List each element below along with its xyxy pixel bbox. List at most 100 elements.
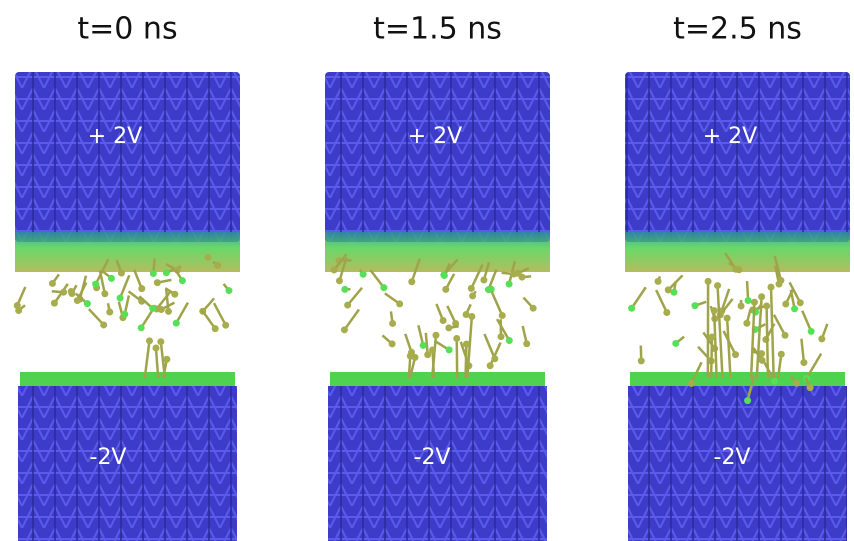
atom — [523, 340, 530, 347]
atom — [441, 272, 448, 279]
atom — [420, 342, 427, 349]
bond — [202, 310, 216, 329]
top-electrode — [15, 72, 240, 242]
bond — [727, 318, 730, 378]
atom — [758, 293, 765, 300]
atom — [432, 332, 439, 339]
atom — [74, 297, 81, 304]
atom — [380, 284, 387, 291]
atom — [152, 344, 159, 351]
atom — [60, 289, 67, 296]
bond — [344, 310, 359, 330]
atom — [797, 299, 804, 306]
bond — [176, 303, 188, 323]
atom — [212, 325, 219, 332]
top-interface — [15, 232, 240, 272]
bond — [771, 287, 774, 378]
atom — [530, 305, 537, 312]
bond — [801, 339, 803, 363]
bond — [433, 350, 434, 378]
atom — [453, 335, 460, 342]
bond — [632, 287, 646, 308]
atom — [165, 308, 172, 315]
atom — [763, 302, 770, 309]
atom — [49, 280, 56, 287]
panel: t=0 ns + 2V -2V — [14, 12, 240, 541]
atom — [711, 307, 718, 314]
top-interface — [625, 232, 850, 272]
atom — [146, 337, 153, 344]
atom — [163, 356, 170, 363]
bond — [214, 303, 226, 325]
atom — [100, 321, 107, 328]
bond — [656, 290, 667, 312]
figure: t=0 ns + 2V -2V t=1.5 ns + 2V -2V t=2.5 ns + 2V… — [0, 0, 854, 541]
atom — [782, 301, 789, 308]
bottom-voltage-label: -2V — [90, 445, 127, 470]
atom — [691, 302, 698, 309]
atom — [480, 277, 487, 284]
atom — [497, 333, 504, 340]
atom — [84, 300, 91, 307]
atom — [106, 309, 113, 316]
atom — [225, 287, 232, 294]
atom — [173, 320, 180, 327]
atom — [14, 302, 21, 309]
atom — [732, 351, 739, 358]
atom — [331, 266, 338, 273]
atom — [743, 320, 750, 327]
atom — [138, 285, 145, 292]
top-interface — [325, 232, 550, 272]
atom — [138, 324, 145, 331]
atom — [808, 328, 815, 335]
atom — [214, 262, 221, 269]
top-voltage-label: + 2V — [88, 124, 142, 149]
atom — [793, 380, 800, 387]
atom — [468, 313, 475, 320]
atom — [445, 324, 452, 331]
bottom-voltage-label: -2V — [414, 445, 451, 470]
atom — [638, 357, 645, 364]
atom — [150, 270, 157, 277]
atom — [738, 303, 745, 310]
panel-title: t=2.5 ns — [673, 12, 802, 47]
panel-title: t=1.5 ns — [373, 12, 502, 47]
atom — [179, 277, 186, 284]
top-electrode — [625, 72, 850, 242]
bond — [492, 291, 503, 315]
atom — [714, 282, 721, 289]
atom — [506, 337, 513, 344]
atom — [468, 285, 475, 292]
atom — [157, 338, 164, 345]
atom — [446, 346, 453, 353]
atom — [724, 315, 731, 322]
atom — [108, 275, 115, 282]
atom — [663, 309, 670, 316]
atom — [442, 286, 449, 293]
atom — [655, 278, 662, 285]
atom — [389, 320, 396, 327]
top-voltage-label: + 2V — [703, 124, 757, 149]
atom — [628, 305, 635, 312]
atom — [149, 305, 156, 312]
bond — [767, 306, 768, 378]
atom — [336, 277, 343, 284]
bond — [120, 275, 129, 298]
atom — [205, 254, 212, 261]
atom — [158, 306, 165, 313]
atom — [672, 340, 679, 347]
atom — [499, 312, 506, 319]
bottom-voltage-label: -2V — [714, 445, 751, 470]
bond — [751, 302, 754, 378]
bond — [718, 286, 723, 378]
atom — [800, 359, 807, 366]
atom — [768, 284, 775, 291]
panel-title: t=0 ns — [77, 12, 177, 47]
atom — [491, 355, 498, 362]
atom — [510, 271, 517, 278]
atom — [408, 278, 415, 285]
atom — [782, 332, 789, 339]
atom — [732, 266, 739, 273]
atom — [705, 278, 712, 285]
atom — [163, 269, 170, 276]
